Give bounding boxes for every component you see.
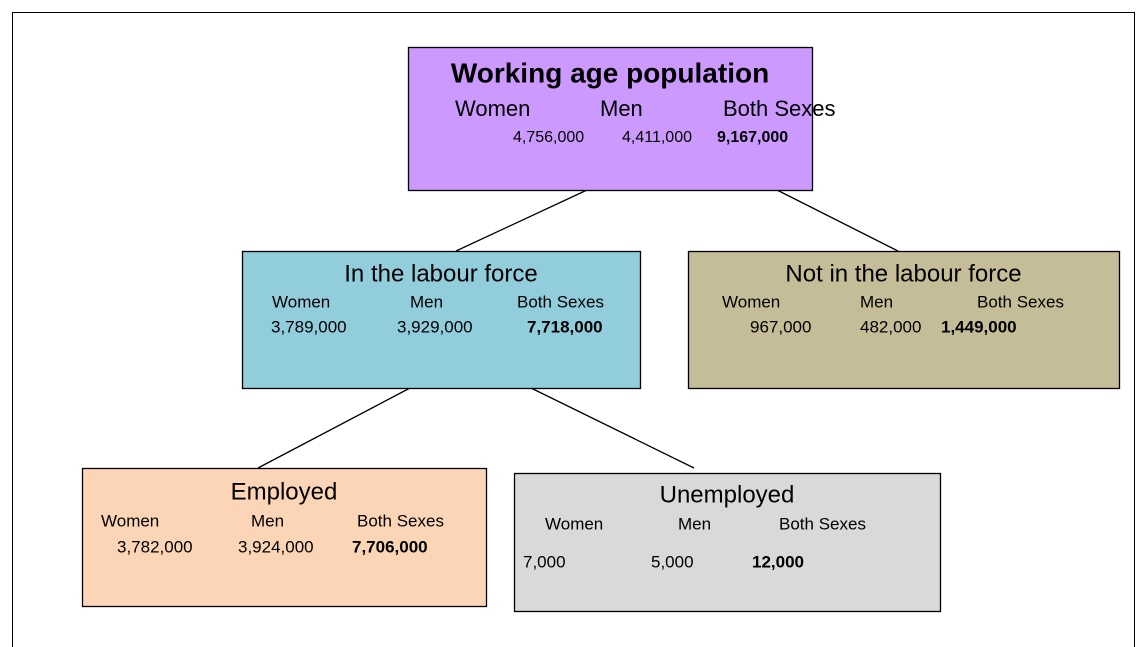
connector [257, 387, 411, 469]
connectors [257, 189, 899, 469]
value: 482,000 [860, 317, 921, 336]
column-header: Men [678, 514, 711, 533]
column-header: Men [410, 292, 443, 311]
value: 3,789,000 [271, 317, 347, 336]
value: 3,924,000 [238, 537, 314, 556]
connector [776, 189, 899, 252]
node-title: Employed [231, 478, 338, 505]
node-box [687, 250, 1121, 390]
node-title: Not in the labour force [785, 260, 1021, 287]
column-header: Women [545, 514, 603, 533]
column-header: Women [272, 292, 330, 311]
column-header: Men [860, 292, 893, 311]
value: 1,449,000 [941, 317, 1017, 336]
node-box [407, 46, 814, 192]
value: 7,706,000 [352, 537, 428, 556]
node-box [513, 472, 942, 613]
value: 3,782,000 [117, 537, 193, 556]
node-box [81, 467, 488, 608]
column-header: Women [101, 511, 159, 530]
column-header: Men [600, 96, 643, 121]
column-header: Women [455, 96, 530, 121]
value: 7,718,000 [527, 317, 603, 336]
value: 3,929,000 [397, 317, 473, 336]
node-title: Unemployed [660, 481, 795, 508]
value: 967,000 [750, 317, 811, 336]
connector [455, 189, 588, 252]
value: 7,000 [523, 552, 566, 571]
node-title: In the labour force [344, 260, 537, 287]
value: 9,167,000 [717, 129, 788, 146]
column-header: Women [722, 292, 780, 311]
connector [530, 387, 695, 469]
column-header: Both Sexes [517, 292, 604, 311]
node-title: Working age population [451, 57, 769, 88]
frame [12, 12, 1135, 647]
value: 4,756,000 [513, 129, 584, 146]
column-header: Both Sexes [977, 292, 1064, 311]
node-box [241, 250, 642, 390]
value: 12,000 [752, 552, 804, 571]
column-header: Both Sexes [779, 514, 866, 533]
value: 4,411,000 [622, 129, 692, 146]
column-header: Both Sexes [723, 96, 836, 121]
value: 5,000 [651, 552, 694, 571]
column-header: Men [251, 511, 284, 530]
column-header: Both Sexes [357, 511, 444, 530]
